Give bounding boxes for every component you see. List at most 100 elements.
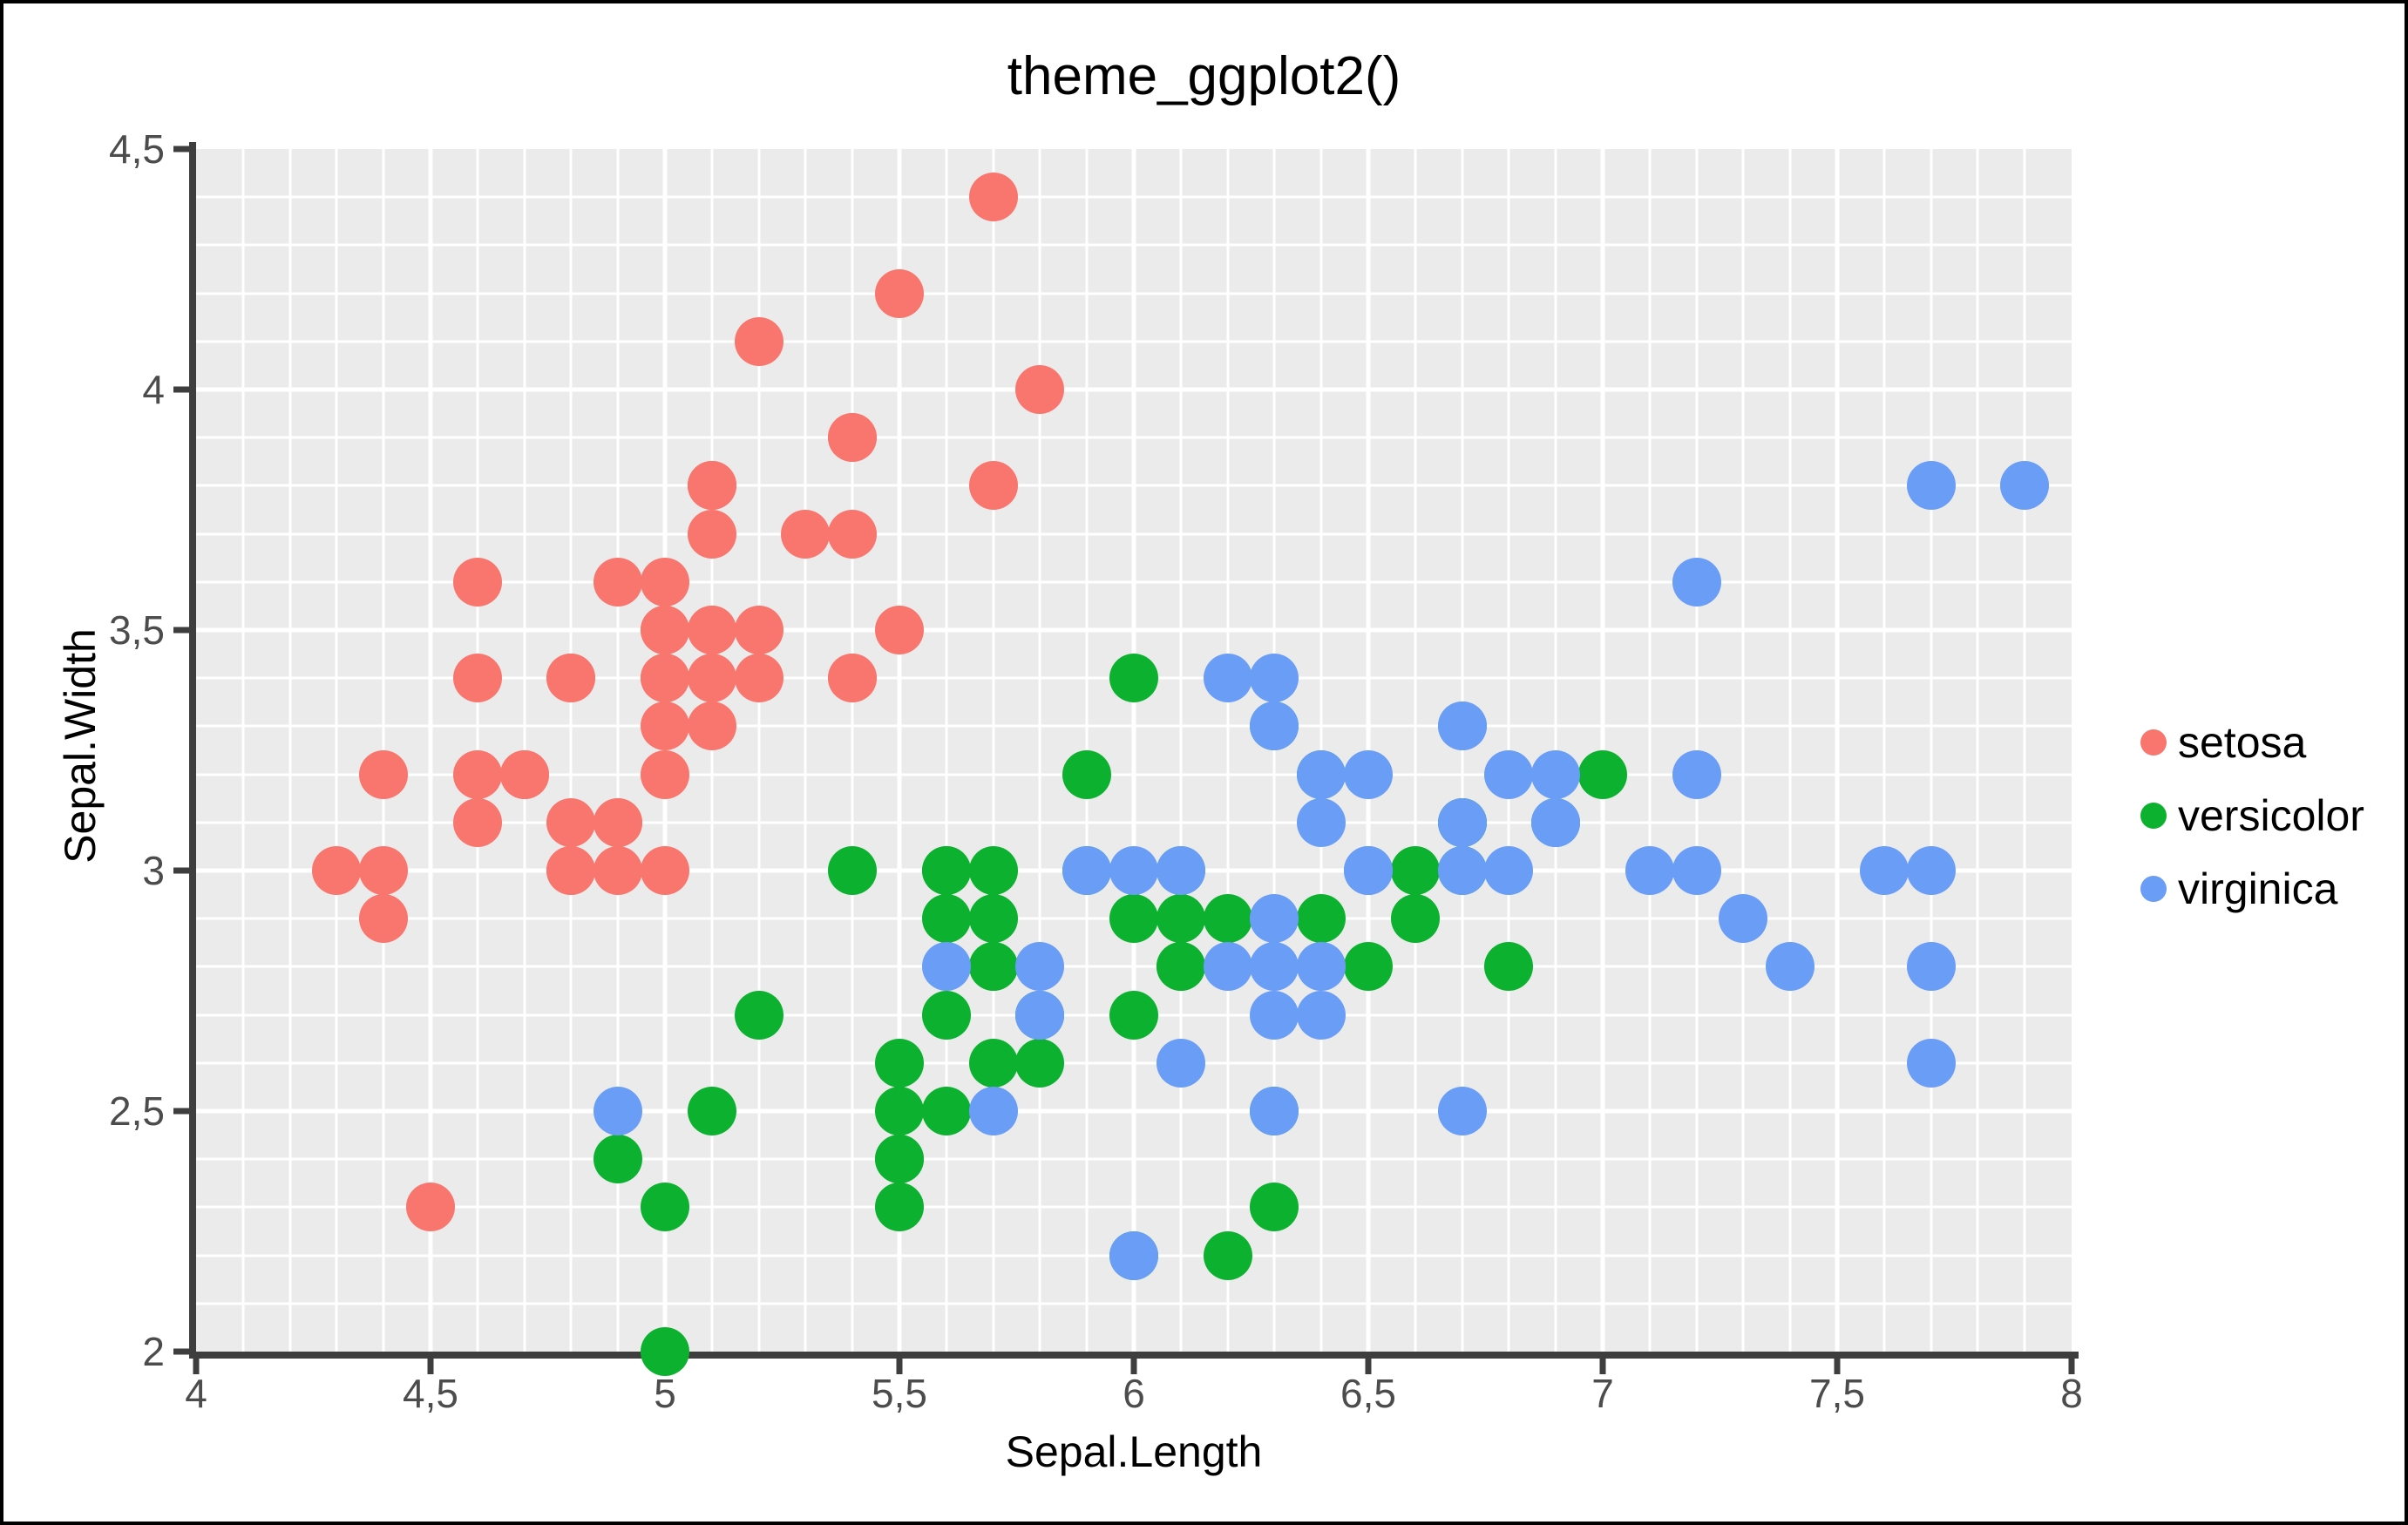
x-tick-label: 7,5 (1809, 1371, 1865, 1416)
minor-gridline (196, 821, 2072, 824)
data-point-setosa (641, 702, 689, 751)
legend-label: virginica (2178, 864, 2338, 913)
minor-gridline (851, 149, 854, 1352)
data-point-virginica (1625, 846, 1674, 895)
data-point-setosa (594, 797, 643, 847)
x-tick-label: 4 (185, 1371, 207, 1416)
data-point-virginica (1437, 702, 1487, 751)
x-tick (2068, 1359, 2075, 1374)
data-point-virginica (1719, 894, 1768, 944)
data-point-versicolor (641, 1183, 689, 1232)
data-point-virginica (1297, 942, 1346, 992)
y-tick (173, 1348, 189, 1355)
data-point-virginica (1203, 942, 1252, 992)
data-point-virginica (2000, 461, 2050, 511)
minor-gridline (196, 292, 2072, 295)
data-point-virginica (1906, 846, 1956, 895)
data-point-setosa (781, 509, 831, 559)
x-tick-label: 6 (1123, 1371, 1145, 1416)
data-point-virginica (1766, 942, 1815, 992)
data-point-setosa (452, 557, 502, 607)
legend-item-setosa: setosa (2140, 716, 2364, 769)
data-point-versicolor (687, 1087, 736, 1135)
legend-marker-icon (2140, 803, 2167, 829)
minor-gridline (196, 436, 2072, 439)
data-point-setosa (546, 654, 596, 703)
data-point-versicolor (921, 990, 971, 1040)
data-point-setosa (641, 749, 689, 799)
data-point-versicolor (1109, 654, 1158, 703)
data-point-virginica (1672, 846, 1721, 895)
data-point-setosa (875, 606, 924, 654)
data-point-virginica (1484, 749, 1534, 799)
data-point-virginica (921, 942, 971, 992)
x-tick (427, 1359, 434, 1374)
minor-gridline (1648, 149, 1652, 1352)
major-gridline (196, 1108, 2072, 1114)
x-tick (1599, 1359, 1606, 1374)
data-point-virginica (1250, 1087, 1299, 1135)
major-gridline (1835, 149, 1840, 1352)
data-point-setosa (687, 606, 736, 654)
chart-title: theme_ggplot2() (1007, 46, 1401, 106)
data-point-setosa (452, 654, 502, 703)
data-point-virginica (1437, 1087, 1487, 1135)
minor-gridline (1976, 149, 1979, 1352)
data-point-versicolor (875, 1183, 924, 1232)
data-point-setosa (546, 846, 596, 895)
legend-item-virginica: virginica (2140, 863, 2364, 915)
y-axis-line (189, 142, 196, 1359)
major-gridline (196, 627, 2072, 633)
x-tick (1130, 1359, 1137, 1374)
data-point-versicolor (1015, 1038, 1065, 1088)
minor-gridline (196, 1157, 2072, 1161)
data-point-versicolor (1297, 894, 1346, 944)
data-point-versicolor (828, 846, 878, 895)
minor-gridline (1741, 149, 1745, 1352)
data-point-versicolor (641, 1327, 689, 1376)
data-point-setosa (312, 846, 362, 895)
data-point-virginica (1437, 846, 1487, 895)
minor-gridline (196, 1061, 2072, 1065)
data-point-versicolor (1203, 1230, 1252, 1280)
data-point-virginica (1344, 846, 1393, 895)
data-point-setosa (828, 654, 878, 703)
data-point-virginica (1015, 942, 1065, 992)
data-point-virginica (1484, 846, 1534, 895)
data-point-virginica (1297, 749, 1346, 799)
minor-gridline (945, 149, 948, 1352)
minor-gridline (196, 724, 2072, 728)
data-point-virginica (1062, 846, 1112, 895)
minor-gridline (196, 195, 2072, 199)
data-point-versicolor (1344, 942, 1393, 992)
minor-gridline (241, 149, 245, 1352)
legend-label: setosa (2178, 718, 2307, 767)
data-point-versicolor (1109, 894, 1158, 944)
data-point-versicolor (1390, 846, 1440, 895)
y-tick (173, 1108, 189, 1115)
data-point-setosa (641, 846, 689, 895)
x-tick-label: 8 (2060, 1371, 2083, 1416)
data-point-versicolor (968, 942, 1018, 992)
data-point-virginica (1531, 749, 1581, 799)
data-point-versicolor (875, 1135, 924, 1184)
data-point-versicolor (1203, 894, 1252, 944)
x-tick-label: 4,5 (403, 1371, 458, 1416)
legend-item-versicolor: versicolor (2140, 790, 2364, 842)
y-tick-label: 4,5 (109, 126, 165, 172)
data-point-virginica (1250, 894, 1299, 944)
y-tick (173, 627, 189, 634)
minor-gridline (1038, 149, 1041, 1352)
data-point-setosa (687, 702, 736, 751)
minor-gridline (196, 532, 2072, 536)
data-point-setosa (734, 606, 783, 654)
data-point-virginica (1109, 1230, 1158, 1280)
minor-gridline (196, 484, 2072, 487)
minor-gridline (196, 1205, 2072, 1209)
data-point-virginica (1250, 654, 1299, 703)
data-point-virginica (1109, 846, 1158, 895)
minor-gridline (1226, 149, 1230, 1352)
data-point-setosa (594, 557, 643, 607)
legend-marker-icon (2140, 876, 2167, 902)
